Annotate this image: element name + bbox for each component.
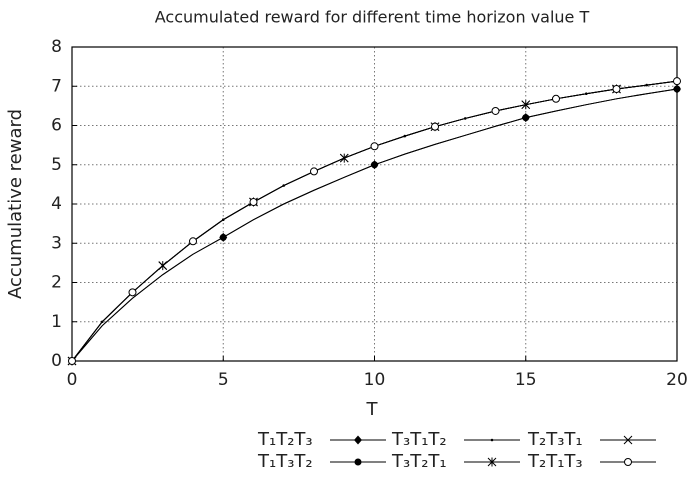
marker xyxy=(249,198,258,207)
chart-title: Accumulated reward for different time ho… xyxy=(155,8,590,27)
marker xyxy=(189,237,197,246)
y-tick-label: 2 xyxy=(51,273,62,293)
marker xyxy=(463,117,467,120)
x-tick-label: 15 xyxy=(515,370,537,390)
marker xyxy=(370,142,379,151)
marker xyxy=(403,134,407,138)
x-axis-label: T xyxy=(366,399,379,420)
marker xyxy=(100,320,104,324)
y-tick-label: 1 xyxy=(51,312,62,332)
marker xyxy=(310,167,318,176)
marker xyxy=(522,114,530,122)
y-tick-label: 5 xyxy=(51,155,62,175)
marker xyxy=(673,85,681,93)
marker xyxy=(552,94,560,103)
legend-marker xyxy=(487,457,497,467)
y-tick-label: 4 xyxy=(51,194,62,214)
marker xyxy=(128,288,137,297)
legend-marker xyxy=(623,435,633,445)
legend-marker xyxy=(354,458,362,466)
marker xyxy=(339,153,349,163)
legend-label: T₁T₃T₂ xyxy=(257,451,313,472)
x-tick-label: 0 xyxy=(67,370,78,390)
marker xyxy=(158,261,168,270)
marker xyxy=(612,84,621,93)
legend-marker xyxy=(490,438,494,442)
x-tick-label: 20 xyxy=(666,370,688,390)
x-tick-label: 10 xyxy=(364,370,386,390)
legend-label: T₂T₃T₁ xyxy=(527,429,583,450)
y-axis-label: Accumulative reward xyxy=(5,109,26,299)
legend-marker xyxy=(354,435,362,445)
y-tick-label: 8 xyxy=(51,37,62,57)
marker xyxy=(491,106,500,115)
legend-label: T₃T₁T₂ xyxy=(391,429,447,450)
legend-label: T₃T₂T₁ xyxy=(391,451,447,472)
marker xyxy=(221,218,225,221)
y-tick-label: 6 xyxy=(51,116,62,136)
legend-marker xyxy=(624,458,632,466)
y-tick-label: 3 xyxy=(51,233,62,253)
marker xyxy=(282,184,286,187)
marker xyxy=(219,233,227,241)
plot-frame xyxy=(71,46,678,362)
marker xyxy=(371,161,378,169)
marker xyxy=(521,100,531,110)
y-tick-label: 0 xyxy=(51,351,62,371)
marker xyxy=(431,122,439,131)
marker xyxy=(673,77,681,86)
marker xyxy=(645,83,649,87)
legend-label: T₂T₁T₃ xyxy=(527,451,583,472)
x-tick-label: 5 xyxy=(218,370,229,390)
y-tick-label: 7 xyxy=(51,76,62,96)
legend-label: T₁T₂T₃ xyxy=(257,429,313,450)
marker xyxy=(68,357,76,365)
marker xyxy=(584,92,588,96)
